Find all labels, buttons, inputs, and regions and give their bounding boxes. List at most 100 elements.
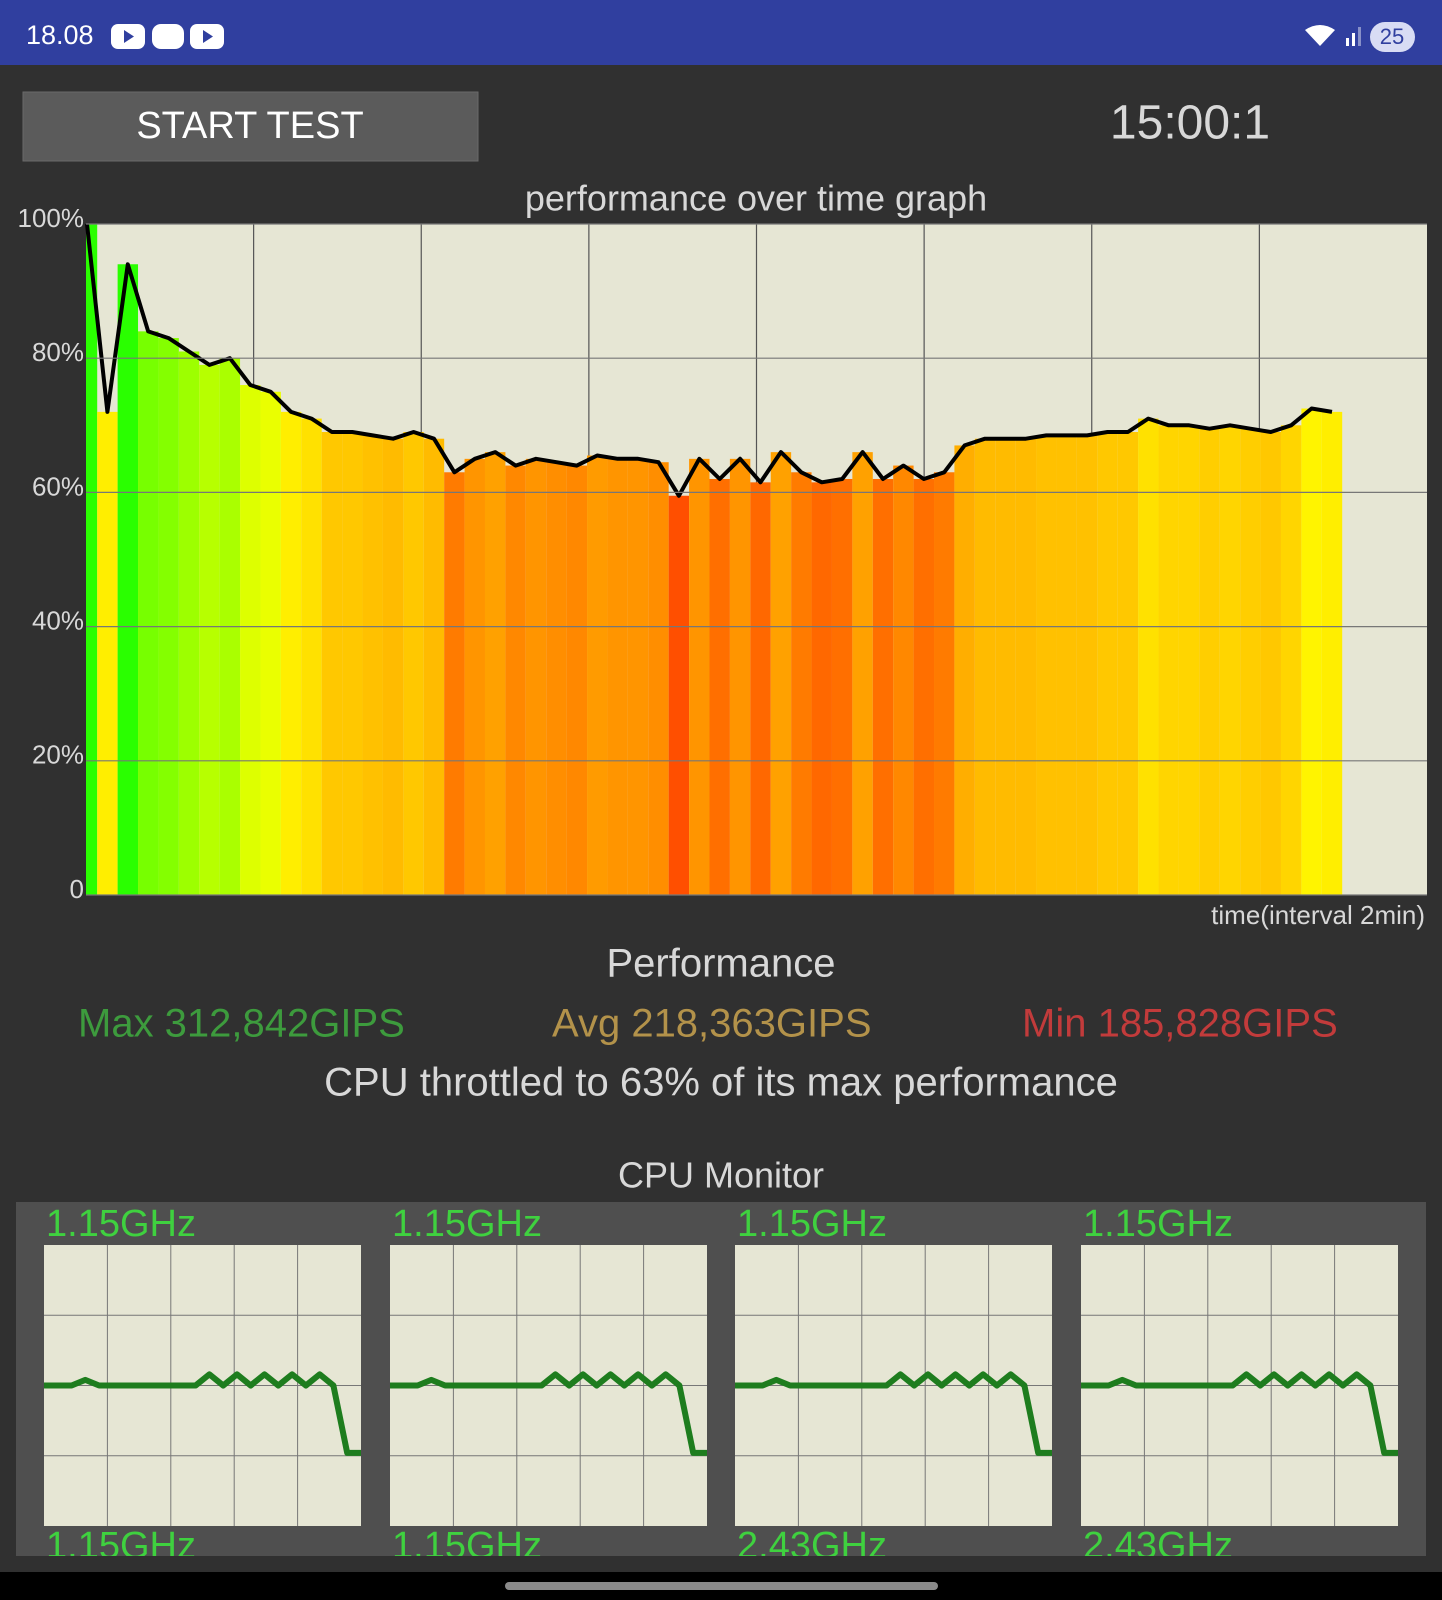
heat-strip: [1260, 432, 1281, 895]
youtube-play: [203, 30, 213, 43]
heat-strip: [607, 458, 628, 895]
heat-strip: [893, 465, 914, 895]
heat-strip: [240, 385, 261, 895]
heat-strip: [1117, 432, 1139, 895]
heat-strip: [913, 478, 935, 895]
heat-strip: [709, 478, 730, 895]
heat-strip: [362, 435, 383, 895]
performance-line: [85, 223, 1333, 498]
heat-strip: [852, 452, 873, 895]
heat-strip: [770, 452, 792, 895]
start-test-label[interactable]: START TEST: [136, 105, 363, 147]
core-frequency-line: [44, 1371, 361, 1456]
battery-icon: [1370, 22, 1415, 52]
heat-strip: [1015, 438, 1037, 895]
heat-strip: [1097, 432, 1118, 895]
signal-icon: [1346, 38, 1349, 46]
y-tick-label: 40%: [32, 605, 84, 635]
heat-strip: [750, 482, 771, 895]
heat-strip: [1219, 425, 1241, 895]
heat-strip: [382, 438, 404, 895]
heat-strip: [464, 458, 485, 895]
heat-strip: [505, 465, 526, 895]
heat-strip: [1178, 425, 1200, 895]
core-frequency-bottom: 1.15GHz: [46, 1525, 196, 1567]
heat-strip: [97, 411, 118, 895]
heat-strip: [587, 455, 608, 895]
heat-strip: [1240, 428, 1261, 895]
performance-title: Performance: [607, 942, 836, 986]
y-tick-label: 100%: [18, 203, 85, 233]
core-frequency-top: 1.15GHz: [737, 1203, 887, 1245]
heat-strip: [1301, 408, 1322, 895]
core-frequency-top: 1.15GHz: [392, 1203, 542, 1245]
heat-strip: [321, 432, 343, 895]
y-tick-label: 60%: [32, 471, 84, 501]
core-frequency-line: [390, 1371, 707, 1456]
core-frequency-bottom: 2.43GHz: [737, 1525, 887, 1567]
heat-strip: [689, 458, 710, 895]
heat-strip: [954, 445, 975, 895]
heat-strip: [403, 432, 424, 895]
heat-strip: [934, 472, 955, 895]
heat-strip: [791, 472, 812, 895]
heat-strip: [260, 391, 281, 895]
heat-strip: [872, 478, 894, 895]
plot: 0 20% 40% 60% 80% 100%: [18, 203, 1427, 904]
cpu-monitor-title: CPU Monitor: [618, 1155, 824, 1196]
heat-strip: [546, 462, 567, 895]
max-stat: Max 312,842GIPS: [78, 1002, 405, 1046]
core-frequency-bottom: 1.15GHz: [392, 1525, 542, 1567]
heat-strip: [627, 458, 649, 895]
youtube-play: [124, 30, 134, 43]
heat-strip: [158, 338, 179, 895]
heat-strip: [974, 438, 996, 895]
core-frequency-line: [1081, 1371, 1398, 1456]
heat-strip: [525, 458, 547, 895]
heat-strip: [1036, 435, 1057, 895]
heat-strip: [831, 478, 853, 895]
chart-title: performance over time graph: [525, 178, 987, 219]
home-handle[interactable]: [505, 1582, 938, 1590]
heat-strip: [178, 351, 200, 895]
heat-strip: [1280, 425, 1302, 895]
timer: 15:00:1: [1110, 97, 1270, 150]
x-axis-label: time(interval 2min): [1211, 900, 1425, 930]
status-bar: [0, 0, 1442, 65]
status-time: 18.08: [26, 20, 94, 50]
heat-strip: [1321, 411, 1343, 895]
start-test-button[interactable]: [22, 91, 479, 162]
battery-level: 25: [1380, 24, 1404, 49]
heat-strip: [1138, 418, 1159, 895]
heat-strip: [1158, 425, 1179, 895]
heat-strip: [280, 411, 302, 895]
core-frequency-top: 1.15GHz: [1083, 1203, 1233, 1245]
signal-icon: [1358, 27, 1361, 46]
heat-strip: [648, 462, 669, 895]
heat-strip: [811, 482, 832, 895]
wifi-icon: [1305, 25, 1335, 46]
y-tick-label: 20%: [32, 740, 84, 770]
y-tick-label: 80%: [32, 337, 84, 367]
heat-strip: [117, 264, 139, 895]
game-icon: [152, 24, 184, 49]
heat-strip: [342, 432, 363, 895]
core-frequency-top: 1.15GHz: [46, 1203, 196, 1245]
throttle-summary: CPU throttled to 63% of its max performa…: [324, 1061, 1118, 1105]
heat-strip: [566, 465, 588, 895]
min-stat: Min 185,828GIPS: [1022, 1002, 1338, 1046]
heat-strip: [444, 472, 465, 895]
heat-strip: [668, 495, 690, 895]
signal-icon: [1352, 33, 1355, 46]
heat-strip: [138, 331, 159, 895]
heat-strip: [1199, 428, 1220, 895]
heat-strip: [423, 438, 445, 895]
core-frequency-line: [735, 1371, 1052, 1456]
heat-strip: [1056, 435, 1077, 895]
core-frequency-bottom: 2.43GHz: [1083, 1525, 1233, 1567]
heat-strip: [729, 458, 751, 895]
heat-strip: [199, 364, 220, 895]
heat-strip: [1076, 435, 1098, 895]
